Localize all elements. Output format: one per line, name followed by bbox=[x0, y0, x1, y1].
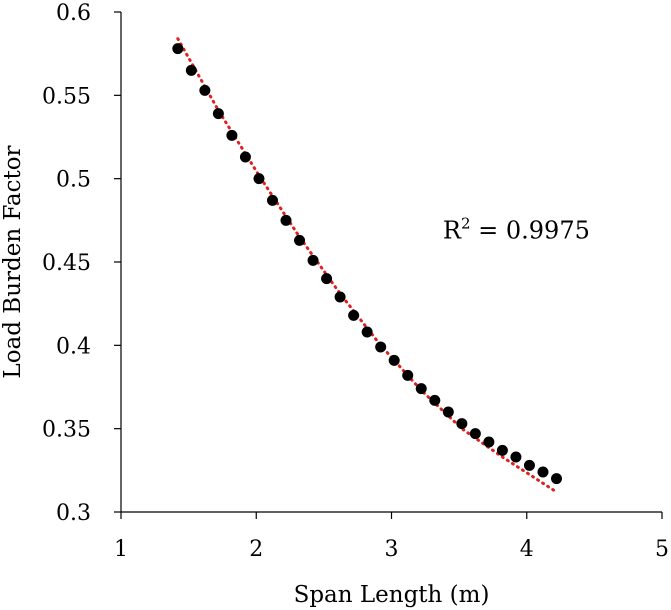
y-tick-label: 0.35 bbox=[42, 418, 91, 443]
data-point bbox=[294, 234, 306, 246]
y-tick-label: 0.4 bbox=[56, 334, 91, 359]
data-point bbox=[537, 466, 549, 478]
y-tick-label: 0.55 bbox=[42, 84, 91, 109]
data-point bbox=[199, 84, 211, 96]
data-point bbox=[280, 214, 292, 226]
x-tick-label: 5 bbox=[655, 537, 669, 562]
r-squared-annotation: R2 = 0.9975 bbox=[443, 215, 590, 245]
data-point bbox=[307, 254, 319, 266]
data-point bbox=[334, 291, 346, 303]
y-tick-label: 0.45 bbox=[42, 251, 91, 276]
data-point bbox=[172, 43, 184, 55]
data-point bbox=[375, 341, 387, 353]
data-points bbox=[172, 43, 563, 485]
x-axis-title: Span Length (m) bbox=[294, 582, 490, 608]
data-point bbox=[523, 459, 535, 471]
x-tick-label: 1 bbox=[114, 537, 128, 562]
data-point bbox=[212, 108, 224, 120]
data-point bbox=[388, 354, 400, 366]
tick-labels: 1 2 3 4 5 0.3 0.35 0.4 0.45 0.5 0.55 0.6 bbox=[42, 1, 669, 562]
y-tick-label: 0.5 bbox=[56, 168, 91, 193]
trendline-layer bbox=[176, 37, 559, 494]
axes bbox=[114, 11, 663, 519]
r-squared-symbol: R bbox=[443, 217, 462, 245]
data-point bbox=[185, 64, 197, 76]
x-tick-label: 4 bbox=[520, 537, 534, 562]
trendline bbox=[176, 37, 559, 494]
data-point bbox=[496, 444, 508, 456]
data-point bbox=[226, 129, 238, 141]
data-point bbox=[361, 326, 373, 338]
r-squared-value: = 0.9975 bbox=[471, 217, 590, 245]
data-point bbox=[415, 383, 427, 395]
data-point bbox=[510, 451, 522, 463]
data-point bbox=[321, 273, 333, 285]
data-point bbox=[348, 309, 360, 321]
data-point bbox=[266, 194, 278, 206]
y-axis-title: Load Burden Factor bbox=[0, 145, 26, 378]
x-tick-label: 3 bbox=[385, 537, 399, 562]
data-point bbox=[551, 473, 563, 485]
data-point bbox=[429, 394, 441, 406]
r-squared-superscript: 2 bbox=[461, 215, 471, 233]
data-point bbox=[456, 418, 468, 430]
data-point bbox=[469, 428, 481, 440]
data-point bbox=[442, 406, 454, 418]
y-tick-label: 0.3 bbox=[56, 501, 91, 526]
data-point bbox=[402, 369, 414, 381]
data-point bbox=[253, 173, 265, 185]
x-tick-label: 2 bbox=[249, 537, 263, 562]
data-point bbox=[483, 436, 495, 448]
y-tick-label: 0.6 bbox=[56, 1, 91, 26]
data-point bbox=[239, 151, 251, 163]
